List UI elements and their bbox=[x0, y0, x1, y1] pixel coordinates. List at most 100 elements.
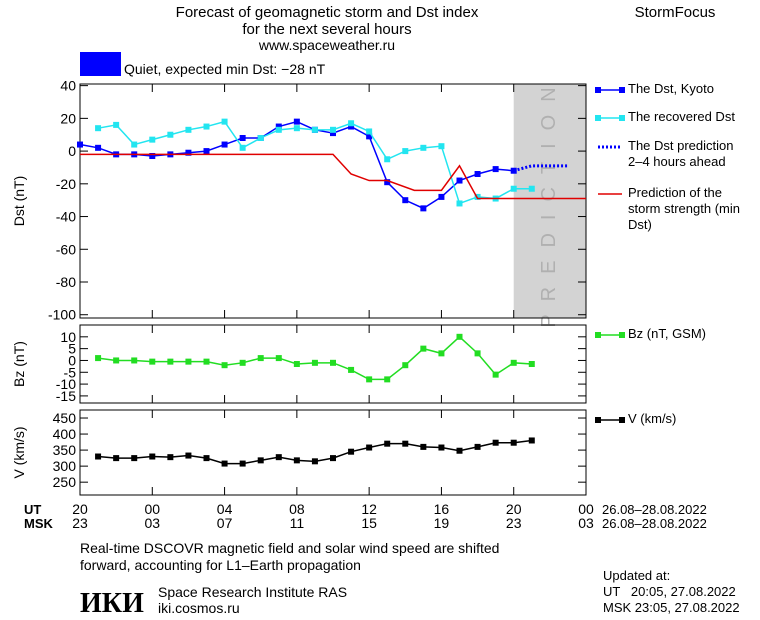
date-range: 26.08–28.08.2022 bbox=[602, 502, 707, 517]
y-axis-title: V (km/s) bbox=[11, 426, 27, 478]
legend-label: Bz (nT, GSM) bbox=[628, 326, 707, 341]
data-point bbox=[293, 361, 300, 367]
series-line bbox=[97, 335, 532, 381]
note: forward, accounting for L1–Earth propaga… bbox=[80, 557, 361, 573]
y-tick-label: 400 bbox=[53, 426, 77, 442]
data-point bbox=[311, 359, 318, 366]
y-tick-label: 250 bbox=[53, 474, 77, 490]
data-point bbox=[402, 440, 409, 447]
x-tick-label: 20 bbox=[72, 501, 88, 517]
series-line bbox=[97, 120, 532, 205]
data-point bbox=[384, 156, 391, 163]
data-point bbox=[149, 153, 156, 159]
updated-msk: MSK 23:05, 27.08.2022 bbox=[603, 600, 740, 615]
data-point bbox=[95, 453, 102, 460]
y-axis-title: Bz (nT) bbox=[11, 341, 27, 387]
data-point bbox=[185, 149, 192, 156]
data-point bbox=[492, 371, 499, 378]
data-point bbox=[275, 454, 282, 461]
data-point bbox=[77, 141, 83, 148]
data-point bbox=[311, 126, 318, 133]
legend-marker bbox=[619, 115, 625, 121]
data-point bbox=[330, 455, 336, 462]
data-point bbox=[293, 125, 300, 132]
x-tick-label-msk: 15 bbox=[361, 515, 377, 531]
data-point bbox=[456, 447, 463, 454]
y-tick-label: 450 bbox=[53, 410, 77, 426]
data-point bbox=[366, 133, 373, 140]
data-point bbox=[474, 171, 481, 177]
legend-label: V (km/s) bbox=[628, 411, 677, 426]
data-point bbox=[402, 197, 409, 204]
x-tick-label-msk: 03 bbox=[144, 515, 160, 531]
x-tick-label: 00 bbox=[578, 501, 594, 517]
x-tick-label: 16 bbox=[434, 501, 450, 517]
y-tick-label: 0 bbox=[68, 352, 76, 368]
data-point bbox=[149, 453, 156, 460]
data-point bbox=[149, 358, 156, 365]
data-point bbox=[330, 126, 336, 133]
x-tick-label: 08 bbox=[289, 501, 305, 517]
data-point bbox=[113, 357, 120, 364]
data-point bbox=[113, 455, 120, 462]
data-point bbox=[257, 355, 264, 362]
x-tick-label-msk: 11 bbox=[290, 515, 305, 531]
y-tick-label: -15 bbox=[56, 388, 76, 404]
data-point bbox=[95, 125, 102, 132]
data-point bbox=[275, 355, 282, 362]
data-point bbox=[330, 359, 336, 366]
data-point bbox=[131, 357, 138, 364]
data-point bbox=[257, 135, 264, 141]
series-line bbox=[80, 153, 586, 200]
x-tick-label-msk: 07 bbox=[217, 515, 233, 531]
y-tick-label: 20 bbox=[60, 110, 76, 126]
data-point bbox=[185, 126, 192, 133]
axis-row-label: MSK bbox=[24, 516, 54, 531]
data-point bbox=[203, 148, 210, 155]
data-point bbox=[95, 144, 102, 151]
data-point bbox=[528, 437, 535, 444]
title: www.spaceweather.ru bbox=[258, 37, 395, 53]
data-point bbox=[456, 177, 463, 184]
data-point bbox=[366, 376, 373, 383]
data-point bbox=[366, 128, 373, 135]
data-point bbox=[257, 457, 264, 464]
data-point bbox=[239, 144, 246, 151]
data-point bbox=[474, 350, 481, 357]
legend-marker bbox=[595, 332, 601, 338]
title: for the next several hours bbox=[242, 21, 411, 38]
data-point bbox=[113, 121, 120, 128]
y-tick-label: -100 bbox=[48, 307, 76, 323]
prediction-label: PREDICTION bbox=[538, 74, 560, 327]
data-point bbox=[510, 185, 517, 192]
prediction-region bbox=[513, 84, 586, 318]
data-point bbox=[456, 200, 463, 207]
data-point bbox=[185, 452, 192, 459]
status-text: Quiet, expected min Dst: −28 nT bbox=[124, 61, 326, 77]
data-point bbox=[311, 458, 318, 465]
data-point bbox=[167, 131, 174, 138]
data-point bbox=[492, 439, 499, 446]
x-tick-label: 12 bbox=[361, 501, 377, 517]
data-point bbox=[149, 136, 156, 143]
plot-frame bbox=[79, 324, 587, 404]
data-point bbox=[438, 193, 445, 200]
y-tick-label: -80 bbox=[56, 274, 76, 290]
legend-label: The recovered Dst bbox=[628, 109, 735, 124]
y-axis-title: Dst (nT) bbox=[11, 176, 27, 227]
legend-label: Prediction of the storm strength (min Ds… bbox=[628, 185, 740, 232]
data-point bbox=[131, 141, 138, 148]
data-point bbox=[510, 439, 517, 446]
legend-label: The Dst prediction 2–4 hours ahead bbox=[628, 138, 734, 169]
x-tick-label-msk: 23 bbox=[506, 515, 522, 531]
legend-marker bbox=[595, 417, 601, 423]
data-point bbox=[402, 362, 409, 369]
data-point bbox=[203, 123, 210, 130]
data-point bbox=[221, 460, 228, 467]
date-range: 26.08–28.08.2022 bbox=[602, 516, 707, 531]
status-swatch bbox=[80, 52, 121, 76]
data-point bbox=[402, 148, 409, 155]
institute: Space Research Institute RAS bbox=[158, 584, 347, 600]
